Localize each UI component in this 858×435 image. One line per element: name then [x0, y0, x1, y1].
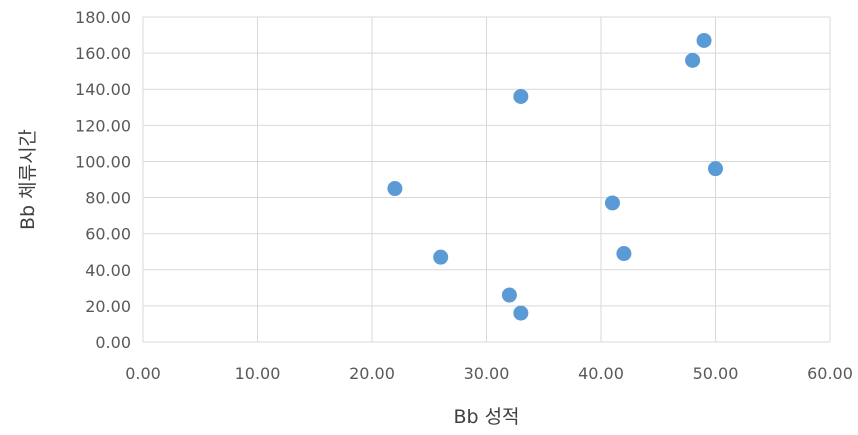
y-tick-label: 0.00: [95, 333, 131, 352]
x-tick-label: 40.00: [578, 364, 624, 383]
y-tick-label: 60.00: [85, 225, 131, 244]
x-tick-label: 30.00: [464, 364, 510, 383]
data-point: [685, 52, 701, 68]
data-points: [387, 32, 723, 321]
data-point: [616, 246, 632, 262]
data-point: [433, 249, 449, 265]
x-tick-label: 60.00: [807, 364, 853, 383]
y-tick-label: 20.00: [85, 297, 131, 316]
data-point: [604, 195, 620, 211]
y-tick-label: 160.00: [75, 44, 131, 63]
grid-layer: [142, 16, 831, 343]
data-point: [708, 161, 723, 177]
x-axis-ticks: 0.00 10.00 20.00 30.00 40.00 50.00 60.00: [125, 364, 853, 383]
y-tick-label: 100.00: [75, 152, 131, 171]
y-tick-label: 120.00: [75, 116, 131, 135]
y-axis-title: Bb 체류시간: [17, 129, 39, 230]
data-point: [513, 88, 529, 104]
x-tick-label: 20.00: [349, 364, 395, 383]
y-tick-label: 140.00: [75, 80, 131, 99]
x-axis-title: Bb 성적: [453, 406, 519, 428]
x-tick-label: 0.00: [125, 364, 161, 383]
data-point: [387, 181, 403, 197]
data-point: [501, 287, 517, 303]
x-tick-label: 10.00: [235, 364, 281, 383]
y-tick-label: 80.00: [85, 189, 131, 208]
data-point: [696, 32, 712, 48]
y-tick-label: 40.00: [85, 261, 131, 280]
y-axis-ticks: 0.00 20.00 40.00 60.00 80.00 100.00 120.00 140.…: [75, 8, 131, 352]
y-tick-label: 180.00: [75, 8, 131, 27]
data-point: [513, 305, 529, 321]
x-tick-label: 50.00: [693, 364, 739, 383]
